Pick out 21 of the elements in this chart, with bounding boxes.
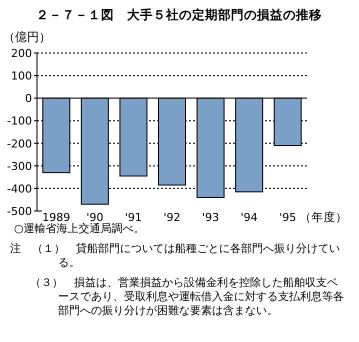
y-tick-label: 0 — [25, 92, 32, 106]
x-tick-label: '94 — [240, 211, 258, 224]
y-tick-label: -500 — [7, 205, 32, 218]
y-tick-label: -400 — [7, 182, 32, 196]
x-tick-label: 1989 — [42, 211, 70, 224]
y-tick-label: -300 — [7, 160, 32, 173]
text: 注 （１） 貸船部門については船種ごとに各部門へ振り分けている。 — [10, 242, 341, 270]
x-tick-label: '90 — [86, 211, 104, 224]
x-tick-label: '95 — [279, 211, 296, 224]
y-tick-label: 200 — [11, 47, 32, 60]
chart-title: ２－７－１図 大手５社の定期部門の損益の推移 — [36, 7, 322, 22]
y-tick-label: 100 — [11, 70, 32, 83]
x-tick-label: '92 — [163, 211, 181, 224]
text: （３） 損益は、営業損益から設備金利を控除した船舶収支ベースであり、受取利息や運転借入金に対する支払利息等各部門への振り分けが困難な要素は含まない。 — [30, 276, 345, 318]
y-tick-label: -100 — [7, 114, 32, 128]
y-axis-title: （億円） — [3, 30, 51, 44]
x-axis-title: （年度） — [300, 210, 348, 224]
text: ○運輸省海上交通局調べ。 — [14, 222, 145, 235]
y-tick-label: -200 — [7, 137, 32, 150]
x-tick-label: '93 — [202, 211, 220, 224]
x-tick-label: '91 — [124, 211, 142, 224]
